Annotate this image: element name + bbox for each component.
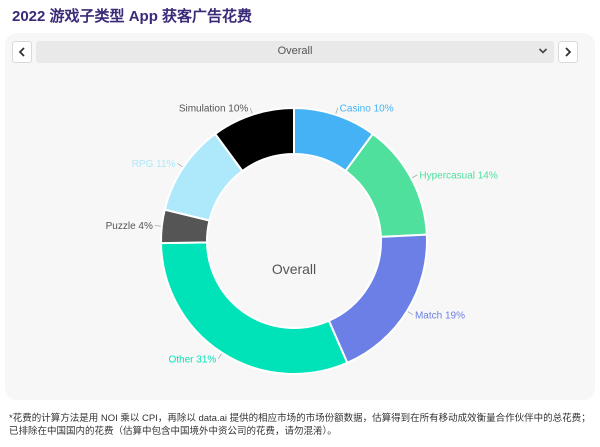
leader-line-casino [335,107,339,114]
chevron-down-icon [538,48,548,54]
slice-label-simulation: Simulation 10% [179,103,249,114]
slice-label-casino: Casino 10% [340,103,394,114]
donut-slice-match[interactable] [327,233,428,365]
slice-label-match: Match 19% [415,310,465,321]
leader-line-match [407,311,414,316]
slice-label-puzzle: Puzzle 4% [106,221,153,232]
leader-line-other [217,353,222,359]
slice-label-rpg: RPG 11% [132,159,176,170]
chevron-left-icon [18,47,25,57]
previous-button[interactable] [12,41,32,63]
chart-center-label: Overall [272,261,316,277]
next-button[interactable] [558,41,578,63]
slice-label-hypercasual: Hypercasual 14% [419,170,497,181]
donut-slice-simulation[interactable] [213,106,295,173]
page-title: 2022 游戏子类型 App 获客广告花费 [12,8,253,25]
leader-line-hypercasual [411,174,418,179]
category-select[interactable]: Overall [36,41,554,63]
leader-line-simulation [249,107,253,114]
chart-card: Overall Casino 10% Hypercasual 14% Match 1… [5,33,595,400]
donut-slice-other[interactable] [160,241,349,375]
donut-chart: Casino 10% Hypercasual 14% Match 19% Other … [106,103,498,375]
footnote: *花费的计算方法是用 NOI 乘以 CPI，再除以 data.ai 提供的相应市… [9,413,591,437]
chevron-right-icon [565,47,572,57]
slice-label-other: Other 31% [168,354,216,365]
leader-line-rpg [177,163,183,168]
leader-line-puzzle [154,225,161,227]
category-select-value: Overall [277,45,313,57]
